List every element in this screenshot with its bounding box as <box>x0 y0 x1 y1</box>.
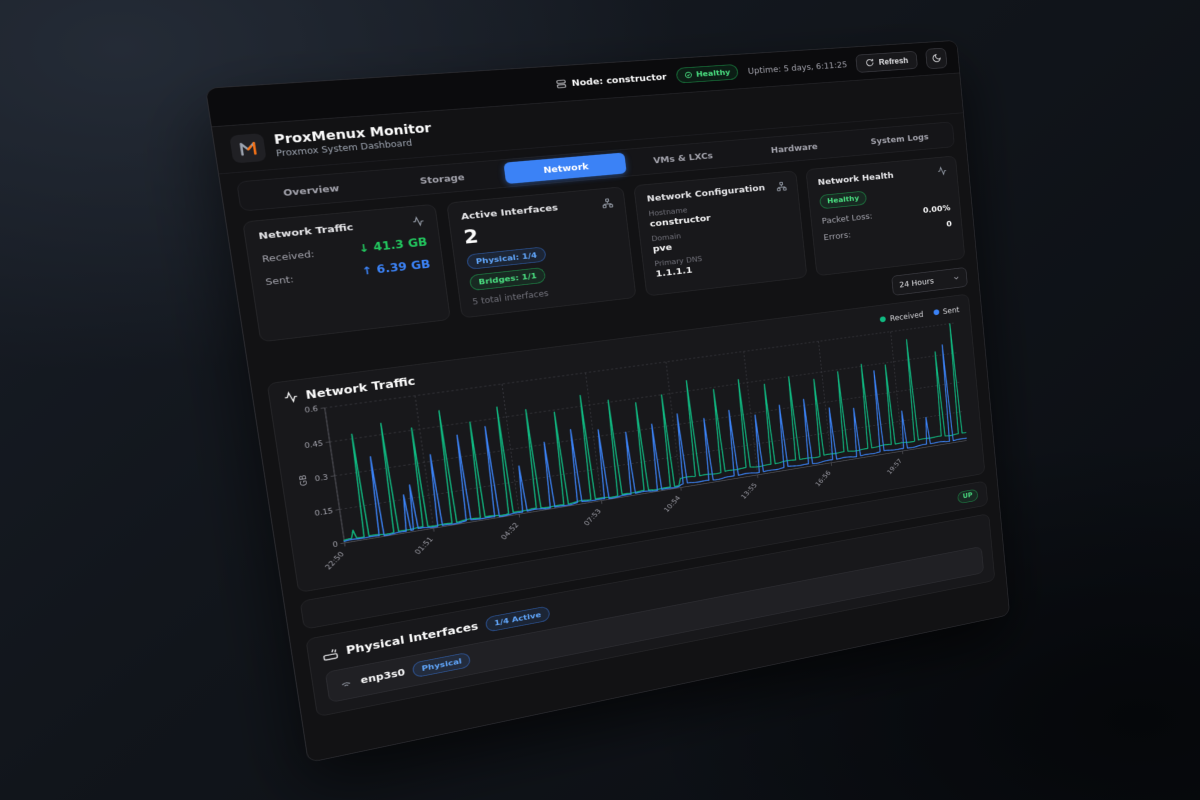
svg-text:04:52: 04:52 <box>499 521 520 541</box>
tab-storage[interactable]: Storage <box>419 171 466 187</box>
network-traffic-card: Network Traffic Received: ↓ 41.3 GB Sent… <box>242 203 451 343</box>
proxmenux-logo <box>229 132 267 164</box>
svg-text:GB: GB <box>298 474 311 487</box>
svg-text:01:51: 01:51 <box>413 535 435 555</box>
chevron-down-icon <box>952 274 960 282</box>
network-traffic-card-title: Network Traffic <box>257 222 354 243</box>
wifi-icon <box>339 677 354 690</box>
errors-value: 0 <box>945 218 953 229</box>
time-range-select[interactable]: 24 Hours <box>891 266 968 296</box>
svg-text:22:50: 22:50 <box>323 550 346 571</box>
svg-text:07:53: 07:53 <box>582 507 603 527</box>
activity-icon <box>937 166 947 176</box>
received-dot <box>879 316 887 323</box>
tab-hardware[interactable]: Hardware <box>770 141 819 156</box>
network-health-card-title: Network Health <box>817 170 895 188</box>
svg-text:0.3: 0.3 <box>314 473 328 483</box>
svg-text:0.6: 0.6 <box>304 405 319 415</box>
tab-overview[interactable]: Overview <box>282 182 340 199</box>
traffic-chart: 0 0.15 0.3 0.45 0.6 GB 22:50 01:51 04:52 07:53 10:… <box>298 317 974 571</box>
up-status-badge: UP <box>956 488 979 505</box>
server-icon <box>555 78 567 88</box>
refresh-button[interactable]: Refresh <box>855 50 918 73</box>
node-label: Node: constructor <box>571 71 668 89</box>
down-arrow-icon: ↓ <box>357 241 371 256</box>
refresh-icon <box>865 58 874 67</box>
sent-dot <box>933 309 940 316</box>
svg-text:0.45: 0.45 <box>304 439 324 450</box>
legend-sent: Sent <box>933 305 960 317</box>
activity-icon <box>283 390 299 404</box>
active-interfaces-card: Active Interfaces 2 Physical: 1/4 Bridge… <box>446 186 637 319</box>
network-traffic-chart-card: Network Traffic Received Sent 0 0.15 0.3 0.… <box>266 293 986 594</box>
physical-active-badge: 1/4 Active <box>484 605 551 633</box>
svg-text:19:57: 19:57 <box>885 457 903 475</box>
network-health-card: Network Health Healthy Packet Loss: 0.00… <box>805 155 966 277</box>
physical-count-badge: Physical: 1/4 <box>466 246 547 271</box>
node-indicator: Node: constructor <box>555 71 667 89</box>
svg-text:16:56: 16:56 <box>814 469 833 488</box>
packet-loss-value: 0.00% <box>922 202 951 215</box>
tab-network[interactable]: Network <box>503 152 627 185</box>
received-value: ↓ 41.3 GB <box>357 235 429 256</box>
bridges-count-badge: Bridges: 1/1 <box>468 267 547 291</box>
svg-text:0: 0 <box>332 540 338 549</box>
svg-text:0.15: 0.15 <box>314 506 334 517</box>
health-badge: Healthy <box>675 64 739 84</box>
interface-type-badge: Physical <box>411 652 472 678</box>
dashboard-window: Node: constructor Healthy Uptime: 5 days… <box>205 39 1010 764</box>
moon-icon <box>931 53 941 63</box>
router-icon <box>321 646 339 662</box>
tab-vms-lxcs[interactable]: VMs & LXCs <box>652 150 714 166</box>
received-label: Received: <box>261 248 316 264</box>
errors-label: Errors: <box>823 229 852 243</box>
network-icon <box>601 198 613 209</box>
sent-label: Sent: <box>264 273 295 287</box>
activity-icon <box>411 215 425 227</box>
svg-text:10:54: 10:54 <box>662 494 682 513</box>
health-status-badge: Healthy <box>819 190 868 210</box>
network-configuration-card: Network Configuration Hostname construct… <box>633 170 808 297</box>
interface-name: enp3s0 <box>359 666 406 687</box>
theme-toggle-button[interactable] <box>925 47 948 69</box>
svg-text:13:55: 13:55 <box>739 481 758 500</box>
up-arrow-icon: ↑ <box>361 263 374 278</box>
tab-system-logs[interactable]: System Logs <box>870 131 929 147</box>
hierarchy-icon <box>776 181 787 192</box>
packet-loss-label: Packet Loss: <box>821 210 873 226</box>
check-circle-icon <box>684 71 693 79</box>
sent-value: ↑ 6.39 GB <box>361 257 432 278</box>
main-content: Network Traffic Received: ↓ 41.3 GB Sent… <box>226 151 1007 732</box>
uptime-text: Uptime: 5 days, 6:11:25 <box>747 59 848 76</box>
